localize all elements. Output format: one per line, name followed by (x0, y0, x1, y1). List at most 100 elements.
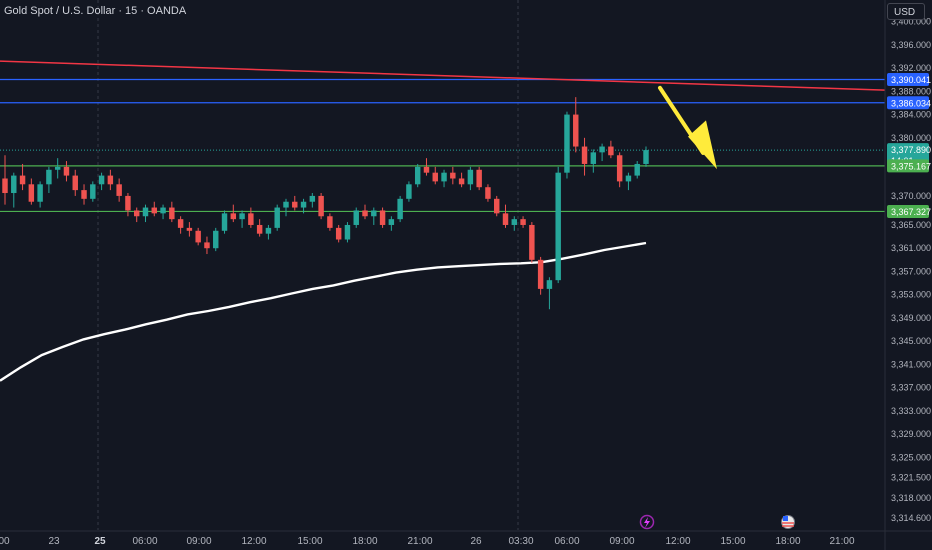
y-tick-label: 3,357.000 (891, 266, 931, 276)
candle-down (335, 224, 342, 243)
candle-body (494, 198, 500, 214)
ema-line (0, 241, 647, 382)
price-tag (887, 204, 929, 218)
candle-body (169, 207, 175, 220)
candle-body (11, 175, 17, 194)
candle-down (230, 204, 237, 223)
red-trendline[interactable] (0, 60, 886, 91)
x-tick-label: 09:00 (609, 536, 634, 547)
candle-body (133, 210, 140, 217)
arrow-annotation[interactable] (658, 85, 717, 170)
candle-down (292, 195, 298, 211)
candle-body (371, 210, 377, 217)
candle-body (397, 198, 403, 220)
candle-body (546, 280, 553, 289)
grid (97, 0, 519, 530)
arrow-head[interactable] (688, 120, 717, 170)
candle-body (362, 210, 368, 217)
candle-down (19, 163, 26, 191)
candle-body (186, 227, 193, 231)
candle-up (634, 161, 640, 179)
candle-body (485, 187, 491, 199)
candle-body (248, 213, 254, 225)
lightning-icon-ring (639, 514, 655, 530)
candle-up (98, 172, 105, 191)
candle-body (353, 210, 359, 225)
moving-average (0, 241, 647, 382)
candle-body (309, 195, 316, 202)
candle-body (634, 163, 640, 176)
candle-down (256, 219, 263, 237)
candle-up (546, 277, 553, 310)
y-tick-label: 3,341.000 (891, 359, 931, 369)
candle-down (476, 166, 482, 191)
candle-body (213, 230, 219, 249)
candle-up (564, 111, 570, 179)
candle-body (414, 166, 421, 185)
candle-body (573, 114, 579, 147)
currency-button[interactable]: USD (887, 3, 925, 20)
x-tick-label: 06:00 (132, 536, 157, 547)
candle-body (476, 169, 482, 188)
candle-up (160, 204, 166, 220)
y-tick-label: 3,396.000 (891, 40, 931, 50)
time-axis[interactable]: 00 23 25 06:00 09:00 12:00 15:00 18:00 21:00 26 03… (0, 530, 932, 547)
candle-up (344, 222, 351, 243)
candle-down (502, 204, 509, 228)
candle-down (169, 201, 175, 223)
candle-down (195, 227, 201, 246)
event-icons[interactable] (639, 514, 795, 530)
x-tick-label: 03:30 (508, 536, 533, 547)
horizontal-levels[interactable] (0, 60, 886, 213)
price-tag (887, 72, 929, 86)
price-axis[interactable]: 3,400.000 3,396.000 3,392.000 3,388.000 3,38… (884, 0, 931, 550)
candle-down (494, 195, 500, 217)
y-tick-label: 3,353.000 (891, 290, 931, 300)
candle-body (450, 172, 456, 179)
y-tick-label: 3,388.000 (891, 86, 931, 96)
candle-up (353, 207, 359, 228)
candle-body (529, 224, 535, 260)
candle-body (327, 216, 333, 228)
price-tag-label: 3,375.167 (891, 161, 931, 171)
us-flag-icon-canton (783, 516, 788, 521)
candle-body (98, 175, 105, 185)
candle-down (520, 216, 526, 228)
candle-down (125, 193, 131, 217)
x-tick-label: 21:00 (407, 536, 432, 547)
x-tick-label: 21:00 (829, 536, 854, 547)
candle-body (204, 242, 210, 249)
candle-up (511, 216, 518, 231)
lightning-icon[interactable] (639, 514, 655, 530)
candle-body (318, 195, 324, 217)
candle-body (283, 201, 289, 208)
candle-body (2, 178, 8, 194)
candle-body (274, 207, 280, 228)
candle-up (397, 195, 403, 223)
candle-body (344, 224, 351, 240)
x-tick-label: 18:00 (352, 536, 377, 547)
x-tick-label: 12:00 (241, 536, 266, 547)
candle-down (362, 204, 368, 220)
candle-down (133, 207, 140, 223)
candle-up (300, 198, 307, 214)
lightning-icon-bolt (644, 517, 650, 528)
y-tick-label: 3,370.000 (891, 191, 931, 201)
candle-down (450, 166, 456, 185)
candle-down (63, 161, 70, 182)
candles (2, 97, 649, 310)
candle-body (256, 224, 263, 234)
candle-body (292, 201, 298, 208)
us-flag-icon[interactable] (781, 515, 795, 529)
candle-body (599, 146, 605, 153)
x-tick-label: 15:00 (720, 536, 745, 547)
y-tick-label: 3,314.600 (891, 513, 931, 523)
candle-up (37, 181, 43, 208)
candle-body (511, 219, 518, 225)
candle-body (221, 213, 228, 231)
candle-body (46, 169, 52, 185)
candle-up (414, 163, 421, 188)
candle-body (230, 213, 237, 220)
candle-up (90, 181, 96, 202)
